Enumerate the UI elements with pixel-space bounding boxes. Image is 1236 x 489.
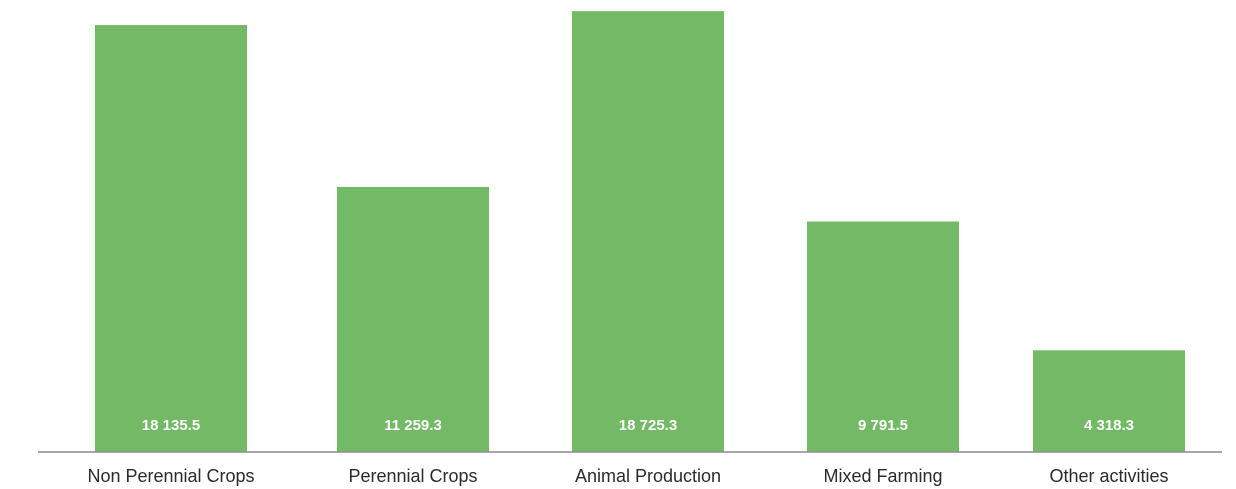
category-label-1: Perennial Crops: [348, 466, 477, 486]
value-label-4: 4 318.3: [1084, 417, 1134, 434]
category-label-3: Mixed Farming: [823, 466, 942, 486]
bar-3: [807, 221, 959, 452]
value-label-0: 18 135.5: [142, 417, 200, 434]
value-label-3: 9 791.5: [858, 417, 908, 434]
category-label-2: Animal Production: [575, 466, 721, 486]
category-label-0: Non Perennial Crops: [87, 466, 254, 486]
value-label-2: 18 725.3: [619, 417, 677, 434]
bar-4: [1033, 350, 1185, 452]
category-labels-layer: Non Perennial Crops Perennial Crops Animal…: [87, 466, 1168, 486]
category-label-4: Other activities: [1049, 466, 1168, 486]
bar-1: [337, 186, 489, 452]
bar-0: [95, 25, 247, 452]
bars-layer: [95, 11, 1185, 452]
bar-2: [572, 11, 724, 452]
value-label-1: 11 259.3: [384, 417, 442, 434]
value-labels-layer: 18 135.5 11 259.3 18 725.3 9 791.5 4 318.3: [142, 417, 1134, 434]
